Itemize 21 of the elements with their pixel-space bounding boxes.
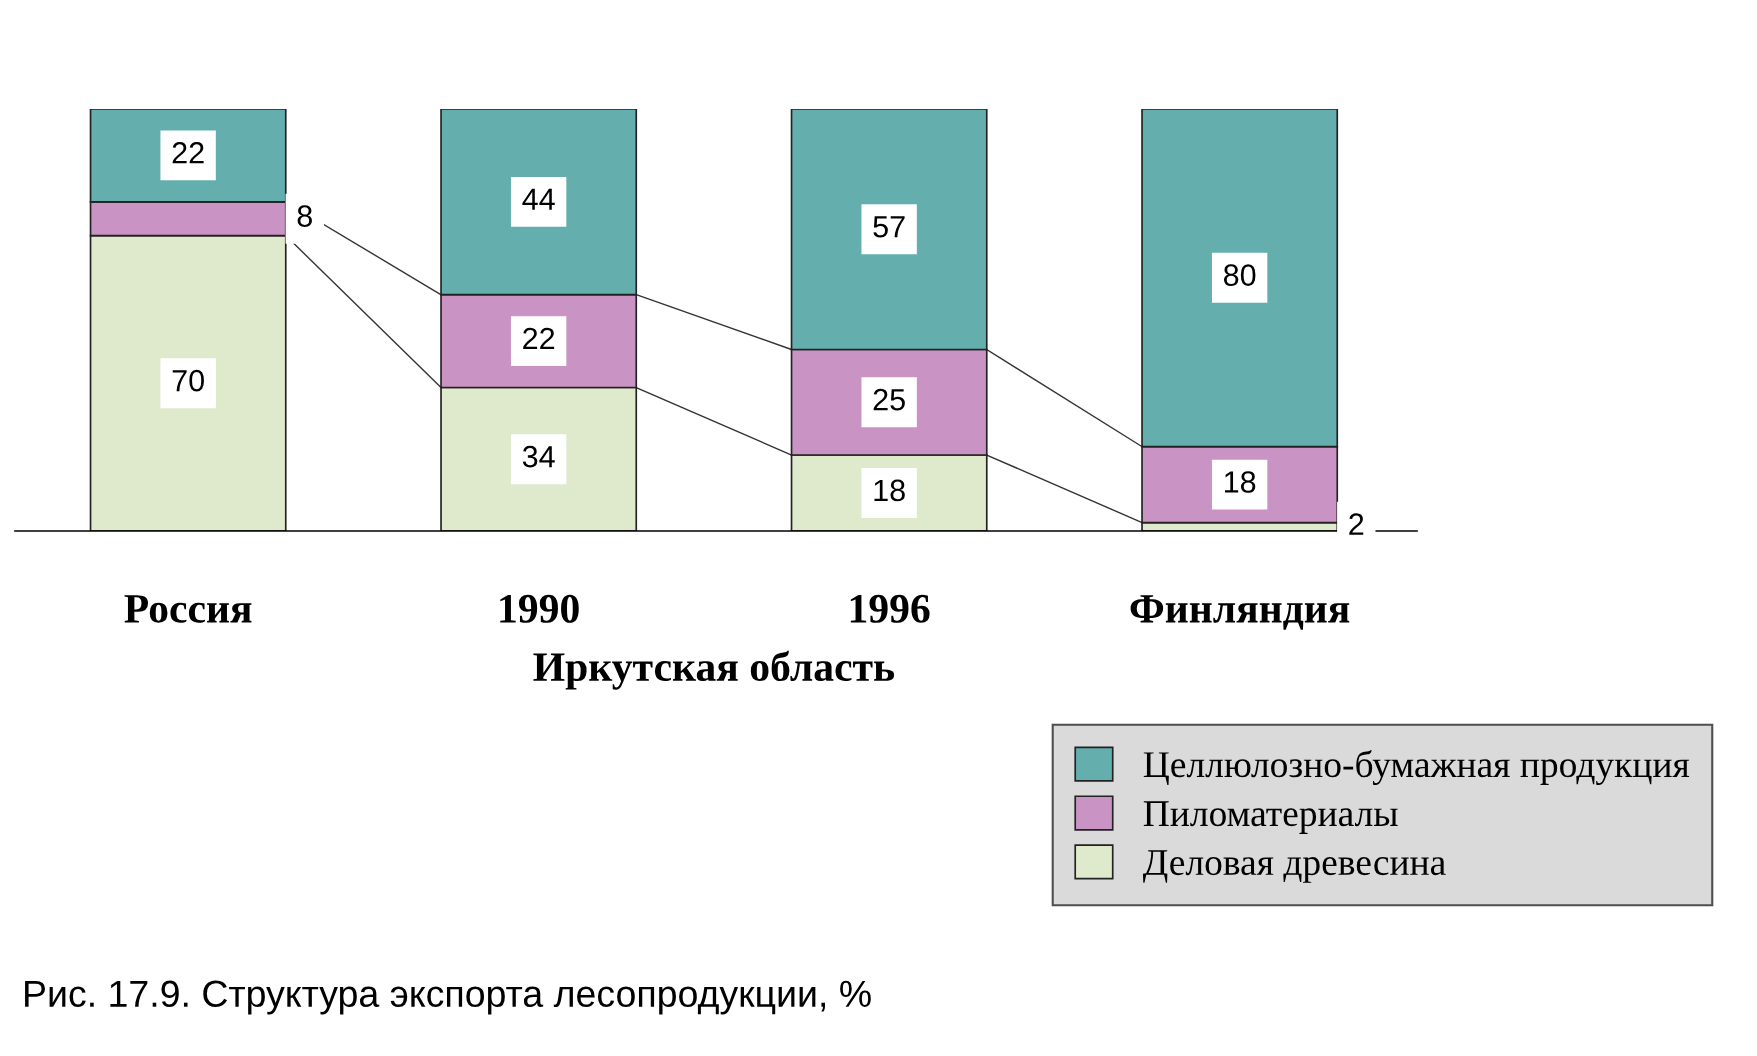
data-label: 34 <box>522 445 555 468</box>
data-label: 70 <box>172 369 204 392</box>
x-tick-label: Финляндия <box>1130 595 1350 630</box>
data-label: 44 <box>522 188 555 210</box>
data-label: 22 <box>172 141 204 164</box>
legend-label: Пиломатериалы <box>1143 801 1398 834</box>
data-label: 80 <box>1223 264 1256 286</box>
data-label: 25 <box>873 388 905 411</box>
x-tick-label: 1990 <box>500 594 579 623</box>
text: Иркутская область <box>533 650 895 690</box>
data-label: 18 <box>874 479 905 502</box>
data-label: 18 <box>1224 471 1256 493</box>
x-tick-label: 1996 <box>850 594 930 623</box>
data-label: 57 <box>873 216 905 238</box>
data-label: 2 <box>1349 513 1364 535</box>
legend-label: Целлюлозно-бумажная продукция <box>1143 750 1690 786</box>
legend-label: Деловая древесина <box>1142 850 1446 883</box>
data-label: 8 <box>297 205 312 227</box>
data-label: 22 <box>523 327 555 349</box>
text: Рис. 17.9. Структура экспорта лесопродукции, % <box>25 980 871 1015</box>
x-tick-label: Россия <box>124 595 252 623</box>
